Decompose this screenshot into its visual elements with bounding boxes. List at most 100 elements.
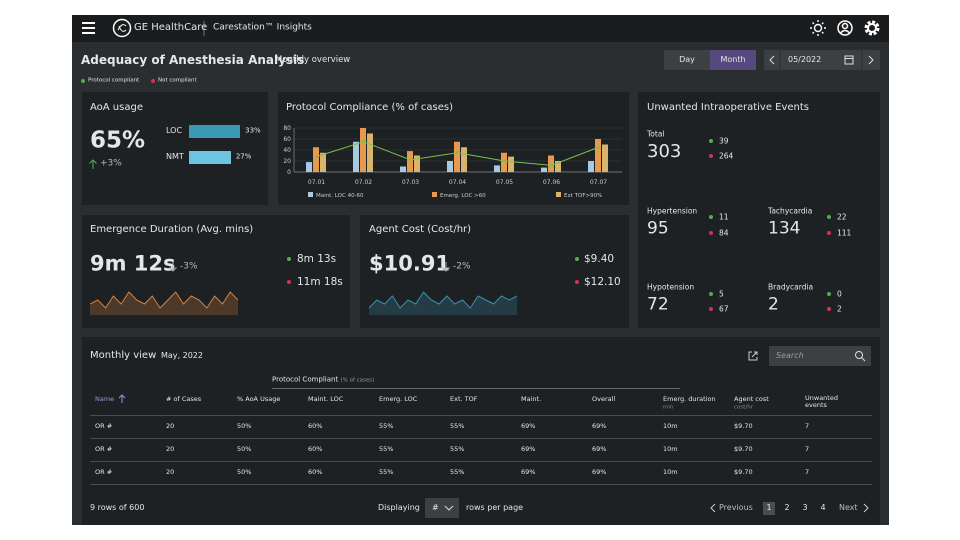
cell: 60% (308, 467, 323, 476)
page-button[interactable]: 3 (802, 503, 808, 512)
compliant-dot (827, 215, 831, 219)
cell: 50% (237, 421, 252, 430)
compliant-dot (709, 215, 713, 219)
row-divider (90, 438, 872, 439)
date: 05/2022 (788, 55, 822, 64)
next-date[interactable] (868, 55, 874, 65)
legend-dot (81, 79, 85, 83)
column-header: Maint. LOC (308, 394, 344, 403)
cell: 69% (521, 421, 536, 430)
page-button[interactable]: 1 (766, 503, 772, 512)
kpi-value: $10.91 (369, 251, 451, 276)
page-current (763, 502, 775, 515)
column-header: # of Cases (166, 394, 202, 403)
brightness-button[interactable] (810, 20, 826, 36)
event-value: 134 (768, 218, 801, 239)
rows-per-page-label: rows per page (466, 503, 524, 512)
sort-icon[interactable] (117, 394, 127, 404)
bar-value-label: 33% (245, 126, 261, 135)
month-button[interactable] (710, 50, 756, 70)
cell: 7 (805, 444, 810, 453)
bar (189, 124, 241, 138)
emergence-card: Emergence Duration (Avg. mins) 9m 12s -3… (82, 215, 350, 328)
event-label: Hypotension (647, 282, 695, 292)
compliant-value: 8m 13s (297, 252, 337, 265)
sparkline (90, 291, 238, 315)
column-header: Unwanted events (805, 394, 838, 409)
page-button[interactable]: 2 (784, 503, 790, 512)
legend-swatch (432, 192, 437, 197)
rows-select[interactable] (425, 498, 459, 518)
cell: 69% (592, 467, 607, 476)
settings-button[interactable] (864, 20, 880, 36)
account-button[interactable] (837, 20, 853, 36)
aoa-change: +3% (100, 158, 122, 169)
row-divider (90, 461, 872, 462)
search-placeholder: Search (776, 351, 804, 360)
cell: 60% (308, 421, 323, 430)
bar (541, 167, 547, 172)
cell: OR # (95, 421, 113, 430)
legend-label: Emerg. LOC >60 (440, 193, 486, 199)
logo-mark (117, 24, 127, 32)
event-label: Hypertension (647, 206, 698, 216)
column-header: % AoA Usage (237, 394, 281, 403)
export-button[interactable] (747, 350, 759, 362)
cell: 69% (521, 444, 536, 453)
bar (555, 161, 561, 172)
x-tick-label: 07.05 (496, 179, 513, 186)
y-tick-label: 0 (287, 169, 291, 176)
chart: 0 20 40 60 80 07.01 07.02 07.03 07.04 07.05 07.06 0… (283, 125, 622, 199)
prev-date[interactable] (769, 55, 775, 65)
not-compliant-value: $12.10 (584, 275, 621, 288)
toggle-label: Day (679, 55, 695, 64)
line-point (597, 145, 600, 149)
compliant-dot (575, 257, 579, 261)
search-box[interactable] (769, 346, 871, 366)
bar (508, 156, 514, 172)
compliant-count: 5 (719, 289, 724, 299)
previous-button[interactable]: Previous (719, 503, 753, 512)
page-button[interactable]: 4 (820, 503, 826, 512)
cell: 60% (308, 444, 323, 453)
next-chevron (863, 503, 869, 513)
menu-button[interactable] (82, 22, 95, 34)
bar (320, 152, 326, 172)
kpi-value: 9m 12s (90, 251, 176, 276)
compliant-dot (827, 292, 831, 296)
page-title: Adequacy of Anesthesia Analysis (81, 53, 305, 67)
date-picker[interactable] (764, 50, 880, 70)
compliant-value: $9.40 (584, 252, 615, 265)
cell: 7 (805, 421, 810, 430)
bar (407, 151, 413, 172)
card-title: Emergence Duration (Avg. mins) (90, 224, 254, 235)
line-point (362, 140, 365, 144)
day-button[interactable] (664, 50, 710, 70)
legend-dot (151, 79, 155, 83)
bar (602, 144, 608, 172)
page-subtitle: Monthly overview (275, 54, 351, 65)
bar (588, 161, 594, 172)
bar (306, 162, 312, 172)
cell: 55% (450, 421, 465, 430)
column-header: Ext. TOF (450, 394, 478, 403)
not-compliant-count: 264 (719, 151, 734, 161)
compliant-count: 22 (837, 212, 847, 222)
legend-label: Maint. LOC 40-60 (316, 193, 364, 199)
cell: 7 (805, 467, 810, 476)
period: May, 2022 (161, 351, 203, 360)
sparkline-area (369, 292, 517, 315)
event-label: Total (647, 129, 665, 139)
compliant-dot (287, 257, 291, 261)
y-tick-label: 80 (283, 125, 291, 132)
logo (112, 18, 132, 38)
compliant-count: 0 (837, 289, 842, 299)
calendar-icon[interactable] (844, 55, 854, 65)
cell: 69% (521, 467, 536, 476)
next-button[interactable]: Next (839, 503, 858, 512)
monthly-card: Monthly view May, 2022 Search Protocol C… (82, 337, 880, 525)
compliant-dot (709, 139, 713, 143)
sparkline-line (90, 291, 238, 309)
cell: $9.70 (734, 421, 753, 430)
chevron (444, 505, 454, 511)
